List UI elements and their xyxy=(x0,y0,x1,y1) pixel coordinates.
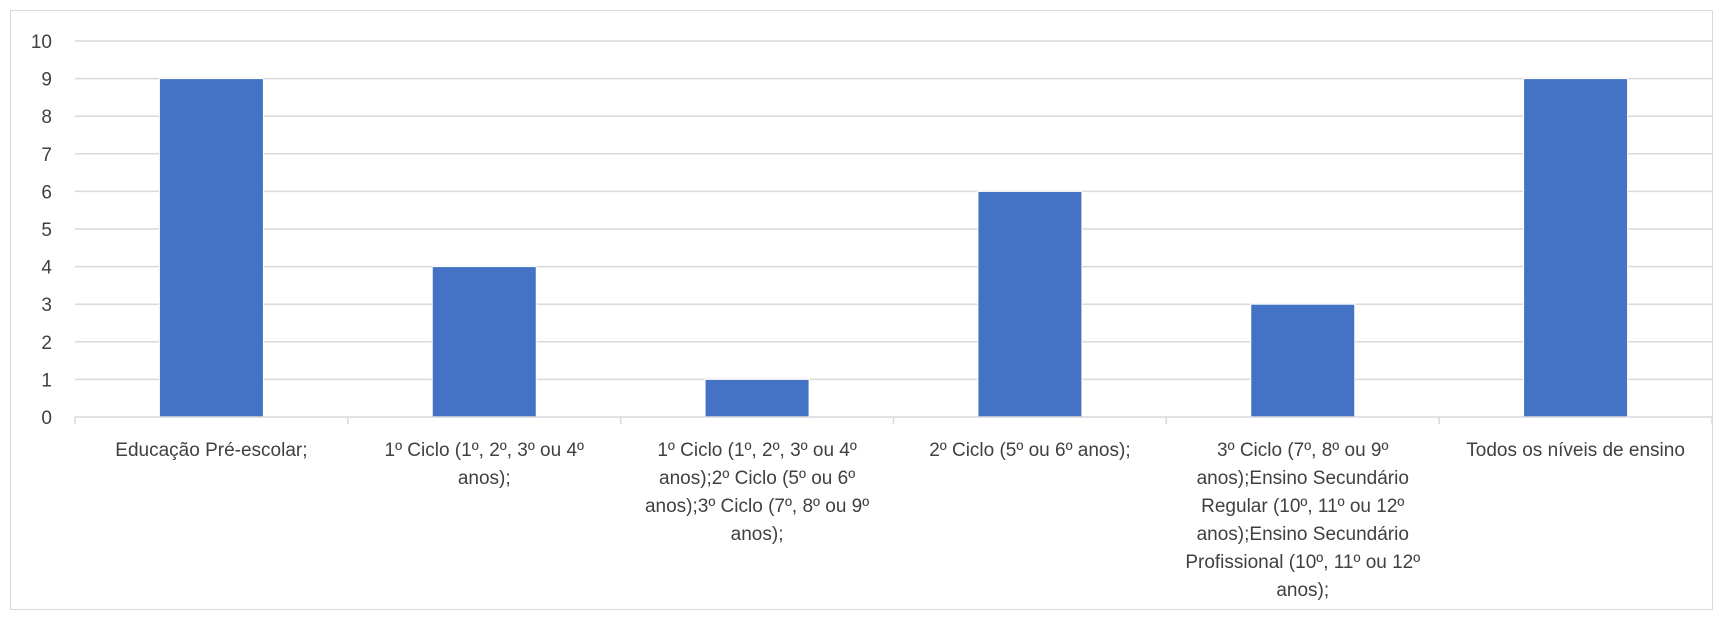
bars xyxy=(158,78,1629,418)
bar-1 xyxy=(158,78,264,418)
y-axis-tick-labels: 0 1 2 3 4 5 6 7 8 9 10 xyxy=(31,32,53,429)
y-tick-label: 6 xyxy=(41,182,52,203)
x-category-label-4: 2º Ciclo (5º ou 6º anos); xyxy=(929,440,1131,461)
x-category-label-3: 1º Ciclo (1º, 2º, 3º ou 4º anos);2º Cicl… xyxy=(644,440,870,545)
bar-5 xyxy=(1250,303,1356,418)
bar-6 xyxy=(1523,78,1629,418)
y-tick-label: 4 xyxy=(41,258,52,279)
y-tick-label: 7 xyxy=(41,145,52,166)
y-tick-label: 0 xyxy=(41,408,52,429)
y-tick-label: 5 xyxy=(41,220,52,241)
y-tick-label: 10 xyxy=(31,32,52,53)
x-axis xyxy=(74,416,1713,424)
y-tick-label: 3 xyxy=(41,295,52,316)
y-tick-label: 1 xyxy=(41,370,52,391)
chart-area xyxy=(10,10,1713,610)
y-tick-label: 8 xyxy=(41,107,52,128)
x-category-label-2: 1º Ciclo (1º, 2º, 3º ou 4º anos); xyxy=(384,440,584,489)
y-tick-label: 9 xyxy=(41,70,52,91)
y-tick-label: 2 xyxy=(41,333,52,354)
bar-2 xyxy=(431,266,537,418)
x-category-label-5: 3º Ciclo (7º, 8º ou 9º anos);Ensino Secu… xyxy=(1185,440,1421,601)
bar-3 xyxy=(704,378,810,418)
x-category-label-1: Educação Pré-escolar; xyxy=(115,440,308,461)
bar-4 xyxy=(977,190,1083,418)
x-category-label-6: Todos os níveis de ensino xyxy=(1466,440,1685,461)
gridlines xyxy=(75,40,1712,381)
